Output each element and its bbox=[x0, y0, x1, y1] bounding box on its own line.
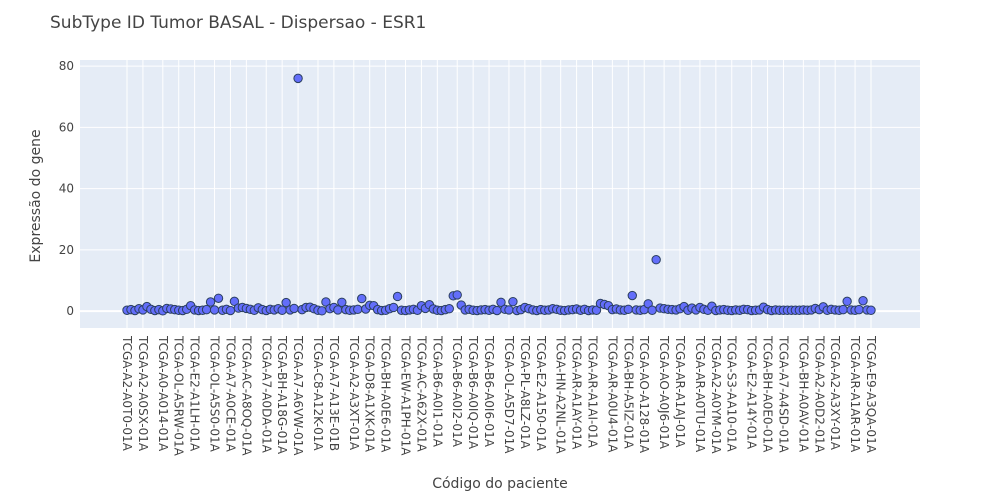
data-points bbox=[122, 73, 876, 316]
data-point[interactable] bbox=[647, 305, 657, 315]
data-point[interactable] bbox=[321, 297, 331, 307]
x-tick-label: TCGA-A7-A0CE-01A bbox=[223, 335, 237, 453]
data-point[interactable] bbox=[508, 296, 518, 307]
data-point[interactable] bbox=[201, 304, 212, 315]
data-point[interactable] bbox=[277, 305, 287, 315]
data-point[interactable] bbox=[392, 291, 403, 302]
x-tick-label: TCGA-A7-A0DA-01A bbox=[259, 335, 273, 454]
data-point[interactable] bbox=[333, 305, 343, 315]
data-point[interactable] bbox=[842, 296, 852, 307]
y-tick-labels: 0 20 40 60 80 bbox=[59, 59, 74, 318]
data-point[interactable] bbox=[492, 305, 502, 316]
x-axis-title: Código do paciente bbox=[432, 476, 568, 492]
x-tick-label: TCGA-E2-A1LH-01A bbox=[188, 335, 202, 452]
x-tick-labels: TCGA-A2-A0T0-01A TCGA-A2-A0SX-01A TCGA-A0-… bbox=[120, 335, 878, 457]
x-tick-label: TCGA-B6-A0I6-01A bbox=[482, 335, 496, 448]
x-tick-label: TCGA-A7-A13E-01B bbox=[327, 335, 341, 451]
data-point[interactable] bbox=[293, 73, 303, 84]
x-tick-label: TCGA-B6-A0I1-01A bbox=[430, 335, 444, 448]
x-tick-label: TCGA-A2-A0T0-01A bbox=[120, 335, 134, 452]
x-tick-label: TCGA-AR-A1AY-01A bbox=[570, 335, 584, 450]
data-point[interactable] bbox=[209, 305, 220, 315]
y-tick-label: 20 bbox=[59, 243, 74, 257]
x-tick-label: TCGA-B6-A0IQ-01A bbox=[466, 335, 480, 450]
data-point[interactable] bbox=[213, 293, 224, 303]
x-tick-label: TCGA-HN-A2NL-01A bbox=[554, 335, 568, 455]
x-tick-label: TCGA-AR-A1AJ-01A bbox=[673, 335, 687, 448]
x-tick-label: TCGA-EW-A1PH-01A bbox=[399, 335, 413, 456]
data-point[interactable] bbox=[353, 304, 363, 315]
x-tick-label: TCGA-BH-A18G-01A bbox=[275, 335, 289, 455]
x-tick-label: TCGA-A0-A014-01A bbox=[156, 335, 170, 452]
y-axis-title: Expressão do gene bbox=[28, 129, 44, 262]
x-tick-label: TCGA-E9-A3QA-01A bbox=[864, 335, 878, 454]
x-tick-label: TCGA-OL-A5D7-01A bbox=[502, 335, 516, 454]
data-point[interactable] bbox=[289, 303, 299, 314]
data-point[interactable] bbox=[496, 297, 506, 307]
x-tick-label: TCGA-BH-A0E0-01A bbox=[761, 335, 775, 453]
x-tick-label: TCGA-AC-A8OQ-01A bbox=[239, 335, 253, 456]
x-tick-label: TCGA-B6-A0I2-01A bbox=[450, 335, 464, 448]
y-tick-label: 0 bbox=[66, 304, 74, 318]
x-tick-label: TCGA-PL-A8LZ-01A bbox=[518, 335, 532, 449]
data-point[interactable] bbox=[229, 296, 240, 307]
x-tick-label: TCGA-A2-A0D2-01A bbox=[812, 335, 826, 454]
y-tick-label: 40 bbox=[59, 182, 74, 196]
data-point[interactable] bbox=[838, 304, 848, 315]
x-tick-label: TCGA-S3-AA10-01A bbox=[725, 335, 739, 453]
chart-title: SubType ID Tumor BASAL - Dispersao - ESR… bbox=[50, 13, 426, 33]
data-point[interactable] bbox=[651, 255, 661, 265]
data-point[interactable] bbox=[337, 297, 347, 307]
x-tick-label: TCGA-AO-A0J6-01A bbox=[657, 335, 671, 450]
x-tick-label: TCGA-AR-A1AR-01A bbox=[848, 335, 862, 453]
grid-layer bbox=[80, 60, 920, 328]
data-point[interactable] bbox=[623, 304, 633, 315]
data-point[interactable] bbox=[317, 306, 327, 316]
x-tick-label: TCGA-AR-A0U4-01A bbox=[605, 335, 619, 453]
data-point[interactable] bbox=[866, 305, 876, 315]
x-tick-label: TCGA-BH-A5IZ-01A bbox=[621, 335, 635, 449]
data-point[interactable] bbox=[504, 305, 514, 315]
x-tick-label: TCGA-AR-A0TU-01A bbox=[693, 335, 707, 453]
data-point[interactable] bbox=[452, 290, 462, 300]
data-point[interactable] bbox=[444, 304, 454, 314]
x-tick-label: TCGA-D8-A1XK-01A bbox=[363, 335, 377, 453]
x-tick-label: TCGA-E2-A150-01A bbox=[534, 335, 548, 452]
x-tick-label: TCGA-A7-A6VW-01A bbox=[291, 335, 305, 456]
data-point[interactable] bbox=[854, 304, 864, 315]
data-point[interactable] bbox=[281, 297, 291, 308]
data-point[interactable] bbox=[388, 302, 399, 313]
y-tick-label: 80 bbox=[59, 59, 74, 73]
x-tick-label: TCGA-OL-A5S0-01A bbox=[208, 335, 222, 453]
x-tick-label: TCGA-A7-A4SD-01A bbox=[776, 335, 790, 454]
data-point[interactable] bbox=[357, 293, 367, 304]
data-point[interactable] bbox=[858, 296, 868, 306]
x-tick-label: TCGA-A2-A3XT-01A bbox=[347, 335, 361, 451]
data-point[interactable] bbox=[627, 290, 637, 301]
plot-background bbox=[80, 60, 920, 328]
x-tick-label: TCGA-A2-A0SX-01A bbox=[136, 335, 150, 452]
x-tick-label: TCGA-A2-A3XY-01A bbox=[828, 335, 842, 451]
x-tick-label: TCGA-BH-A0E6-01A bbox=[379, 335, 393, 453]
y-tick-label: 60 bbox=[59, 120, 74, 134]
x-tick-label: TCGA-BH-A0AV-01A bbox=[796, 335, 810, 453]
data-point[interactable] bbox=[591, 305, 602, 315]
x-tick-label: TCGA-C8-A12K-01A bbox=[311, 335, 325, 451]
x-tick-label: TCGA-AR-A1AI-01A bbox=[585, 335, 599, 449]
x-tick-label: TCGA-A2-A0YM-01A bbox=[709, 335, 723, 454]
data-point[interactable] bbox=[205, 297, 216, 307]
x-tick-label: TCGA-AO-A128-01A bbox=[637, 335, 651, 454]
x-tick-label: TCGA-AC-A62X-01A bbox=[414, 335, 428, 452]
x-tick-label: TCGA-E2-A14Y-01A bbox=[745, 335, 759, 450]
data-point[interactable] bbox=[225, 305, 236, 316]
x-tick-label: TCGA-OL-A5RW-01A bbox=[172, 335, 186, 457]
